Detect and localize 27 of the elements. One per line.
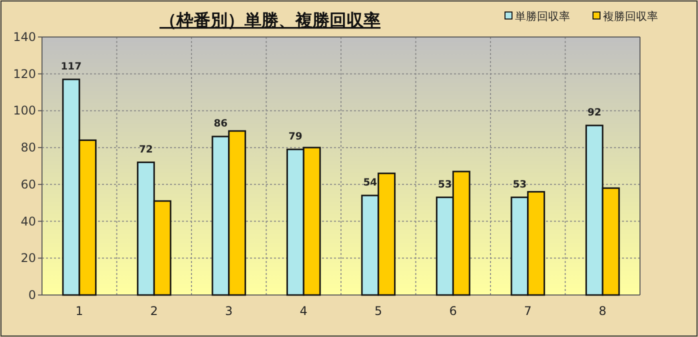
data-label: 53 [438, 179, 452, 190]
y-tick-label: 40 [20, 214, 36, 228]
data-label: 54 [363, 177, 378, 188]
x-tick-label: 6 [449, 304, 457, 318]
x-tick-label: 3 [225, 304, 233, 318]
data-label: 53 [512, 179, 527, 190]
y-tick-label: 20 [20, 251, 36, 266]
x-tick-label: 7 [524, 304, 532, 318]
y-tick-label: 60 [20, 177, 36, 192]
x-tick-label: 5 [374, 304, 382, 318]
chart-title: （枠番別）単勝、複勝回収率 [160, 11, 380, 31]
x-tick-label: 8 [598, 304, 606, 318]
y-tick-label: 80 [20, 140, 36, 155]
data-label: 72 [138, 144, 153, 156]
x-tick-label: 1 [76, 304, 84, 318]
legend-label: 単勝回収率 [515, 10, 570, 23]
y-tick-label: 100 [13, 104, 36, 118]
y-tick-label: 0 [28, 288, 36, 302]
y-tick-label: 140 [13, 30, 36, 44]
x-tick-label: 4 [300, 304, 308, 318]
legend-label: 複勝回収率 [603, 10, 658, 23]
y-tick-label: 120 [13, 66, 36, 81]
data-label: 92 [587, 107, 602, 118]
data-label: 79 [288, 131, 302, 142]
x-tick-label: 2 [150, 304, 158, 318]
data-label: 117 [60, 61, 82, 72]
data-label: 86 [214, 118, 228, 130]
